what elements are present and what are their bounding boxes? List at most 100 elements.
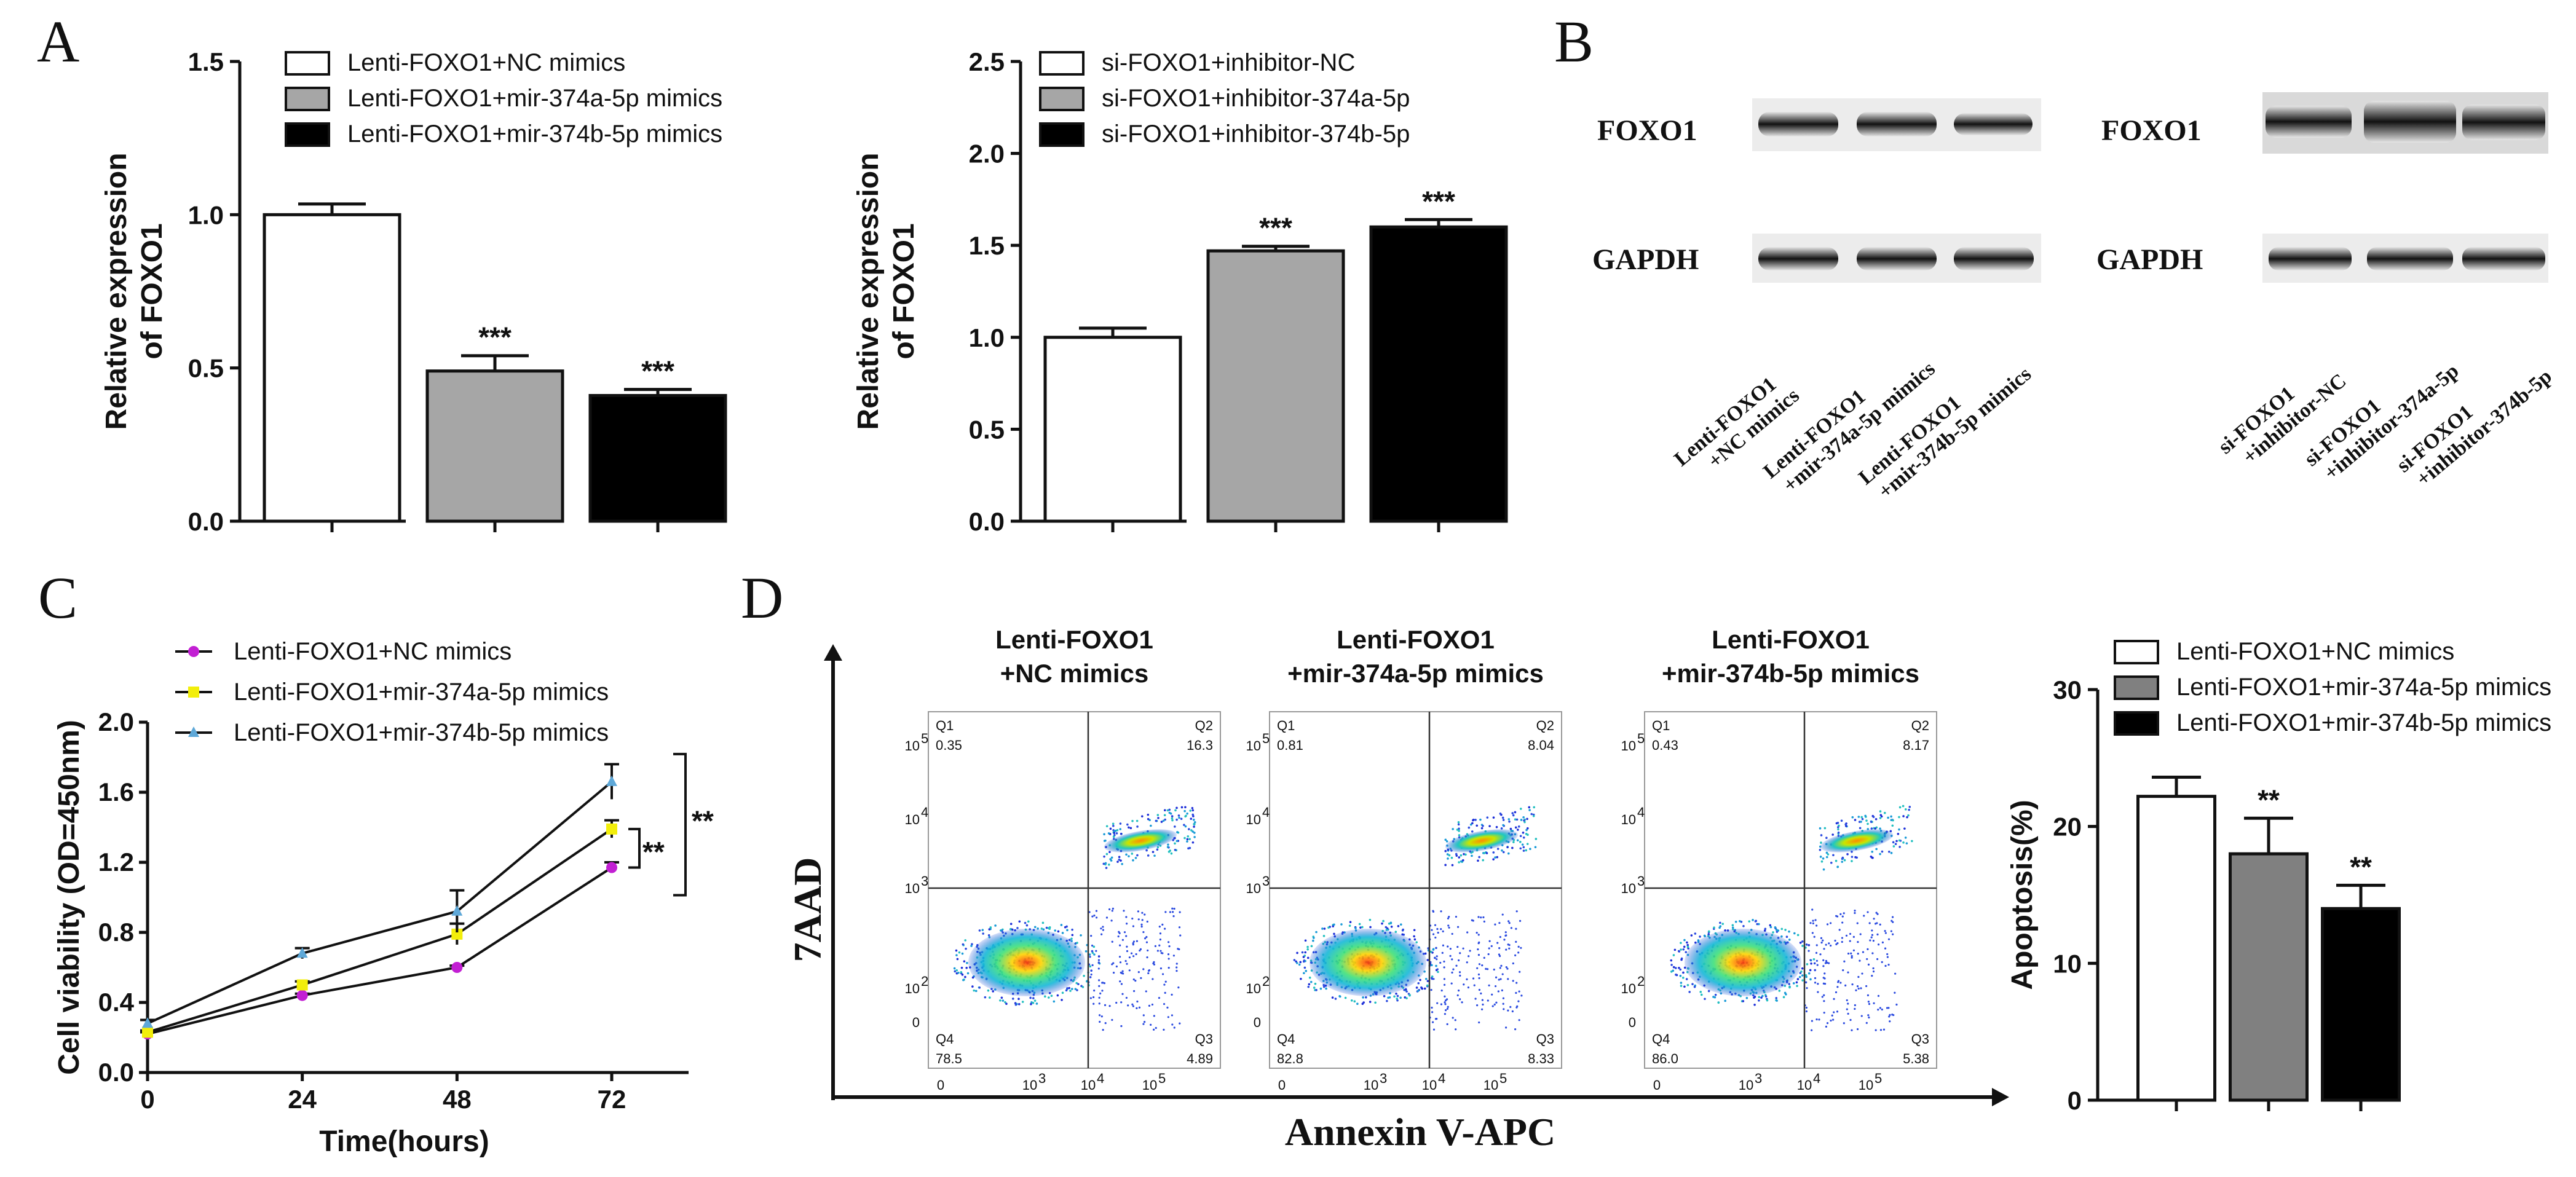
flow-plot-1-dot xyxy=(1515,940,1517,943)
flow-plot-0-dot xyxy=(1131,819,1134,822)
flow-plot-1-dot xyxy=(1321,927,1324,930)
flow-plot-1-dot xyxy=(1423,987,1426,990)
flow-plot-2-dot xyxy=(1764,927,1767,931)
flow-plot-1-dot xyxy=(1473,984,1476,986)
flow-plot-1-dot xyxy=(1435,964,1437,967)
flow-plot-1-dot xyxy=(1507,920,1510,923)
flow-plot-1-frame xyxy=(1269,711,1562,1069)
flow-plot-0-dot xyxy=(974,990,978,993)
flow-plot-2-dot xyxy=(1876,958,1879,961)
flow-plot-2-dot xyxy=(1808,943,1811,947)
flow-plot-0-dot xyxy=(988,996,991,999)
flow-plot-0-dot xyxy=(1097,967,1100,970)
flow-plot-2-dot xyxy=(1903,827,1906,830)
flow-plot-2-dot xyxy=(1830,861,1833,864)
flow-plot-2-dot xyxy=(1854,1007,1856,1010)
flow-plot-2-dot xyxy=(1822,959,1825,961)
flow-plot-2-dot xyxy=(1822,982,1825,985)
flow-plot-1-dot xyxy=(1454,1019,1456,1022)
flow-plot-2-dot xyxy=(1830,1019,1832,1022)
flow-plot-0-dot xyxy=(1191,813,1195,816)
flow-plot-0-dot xyxy=(1153,1015,1155,1017)
flow-plot-0-dot xyxy=(1123,910,1125,912)
flow-plot-1-dot xyxy=(1481,964,1484,967)
flow-plot-1-dot xyxy=(1488,940,1491,942)
flow-plot-2-dot xyxy=(1871,934,1874,936)
flow-plot-2-dot xyxy=(1863,915,1865,917)
flow-plot-0-dot xyxy=(1123,931,1126,934)
flow-plot-1-dot xyxy=(1444,1001,1446,1004)
flow-plot-0-dot xyxy=(1172,955,1175,957)
flow-plot-0-q1-value: 0.35 xyxy=(936,738,962,753)
flow-plot-0-dot xyxy=(1104,839,1107,842)
flow-plot-0-dot xyxy=(1070,937,1073,940)
flow-plot-0-dot xyxy=(1100,1015,1103,1018)
flow-plot-0-dot xyxy=(1110,919,1113,922)
flow-plot-2-dot xyxy=(1871,929,1873,932)
flow-plot-0-dot xyxy=(1158,925,1161,928)
flow-plot-0-dot xyxy=(1125,916,1128,918)
flow-plot-2-dot xyxy=(1835,859,1838,862)
flow-plot-2-dot xyxy=(1724,999,1726,1002)
flow-plot-1-dot xyxy=(1399,923,1402,926)
flow-plot-0-dot xyxy=(1166,846,1169,848)
flow-plot-0-dot xyxy=(957,971,960,974)
chart-c-point-2-2 xyxy=(451,905,463,916)
flow-plot-1-dot xyxy=(1354,927,1357,929)
flow-plot-2-dot xyxy=(1868,1002,1871,1006)
flow-plot-1-ytick-3: 10 xyxy=(1246,812,1261,827)
flow-plot-1-dot xyxy=(1515,982,1518,984)
blot-right-gapdh-band-2 xyxy=(2367,247,2453,270)
flow-plot-0-dot xyxy=(1139,948,1142,950)
flow-plot-1-dot xyxy=(1448,926,1450,929)
flow-plot-2-dot xyxy=(1813,935,1815,938)
flow-plot-1-dot xyxy=(1429,950,1432,953)
flow-plot-2-dot xyxy=(1841,937,1844,939)
flow-plot-2-dot xyxy=(1823,972,1826,975)
flow-plot-0-ytick-exp-1: 2 xyxy=(921,974,928,989)
chartD2-legend-label-0: Lenti-FOXO1+NC mimics xyxy=(2176,638,2454,665)
flow-plot-1-dot xyxy=(1296,951,1298,955)
flow-plot-1-q2-label: Q2 xyxy=(1536,718,1554,733)
flow-plot-1-dot xyxy=(1502,819,1505,821)
flow-plot-2-dot xyxy=(1685,951,1688,953)
flow-plot-2-dot xyxy=(1850,952,1852,955)
flow-plot-0-dot xyxy=(962,978,965,982)
chartA2-ytick-label-4: 2.0 xyxy=(969,140,1005,168)
flow-plot-0-dot xyxy=(987,934,990,937)
flow-plot-2-dot xyxy=(1861,817,1864,821)
flow-plot-0-dot xyxy=(1163,809,1166,812)
flow-plot-0-dot xyxy=(1098,985,1100,987)
flow-plot-2-dot xyxy=(1672,966,1675,969)
flow-plot-0-dot xyxy=(984,996,987,999)
flow-plot-2-dot xyxy=(1849,1018,1852,1022)
flow-plot-1-xtick-exp-2: 4 xyxy=(1438,1071,1445,1086)
flow-plot-1-dot xyxy=(1445,998,1448,1001)
flow-plot-1-dot xyxy=(1485,852,1488,854)
flow-plot-1-dot xyxy=(1458,959,1460,962)
flow-plot-2-dot xyxy=(1860,1015,1863,1017)
flow-plot-1-title-line2: +mir-374a-5p mimics xyxy=(1287,659,1544,688)
flow-plot-0-dot xyxy=(1150,824,1152,827)
flow-plot-1-q3-label: Q3 xyxy=(1536,1031,1554,1047)
flow-plot-2-dot xyxy=(1835,991,1838,994)
flow-plot-0-dot xyxy=(961,952,964,955)
flow-plot-2-dot xyxy=(1876,913,1879,915)
flow-plot-0-title-line2: +NC mimics xyxy=(1000,659,1149,688)
chart-c-legend-marker-2 xyxy=(188,726,199,737)
flow-plot-1-dot xyxy=(1455,852,1458,856)
flow-plot-1-dot xyxy=(1519,847,1522,850)
flow-plot-2-dot xyxy=(1847,1012,1849,1015)
flow-plot-1-dot xyxy=(1486,968,1489,970)
flow-plot-0-dot xyxy=(1047,996,1050,999)
flow-plot-0-dot xyxy=(1177,986,1180,989)
flow-plot-1-dot xyxy=(1514,826,1517,829)
flow-plot-2-dot xyxy=(1887,850,1891,853)
flow-plot-0-dot xyxy=(1184,825,1187,828)
flow-plot-2-dot xyxy=(1804,981,1808,984)
flow-plot-2-dot xyxy=(1898,846,1901,848)
flow-plot-0-dot xyxy=(1174,842,1176,845)
flow-plot-2-dot xyxy=(1683,939,1686,942)
flow-plot-2-dot xyxy=(1699,935,1701,938)
flow-plot-1-dot xyxy=(1333,932,1335,935)
